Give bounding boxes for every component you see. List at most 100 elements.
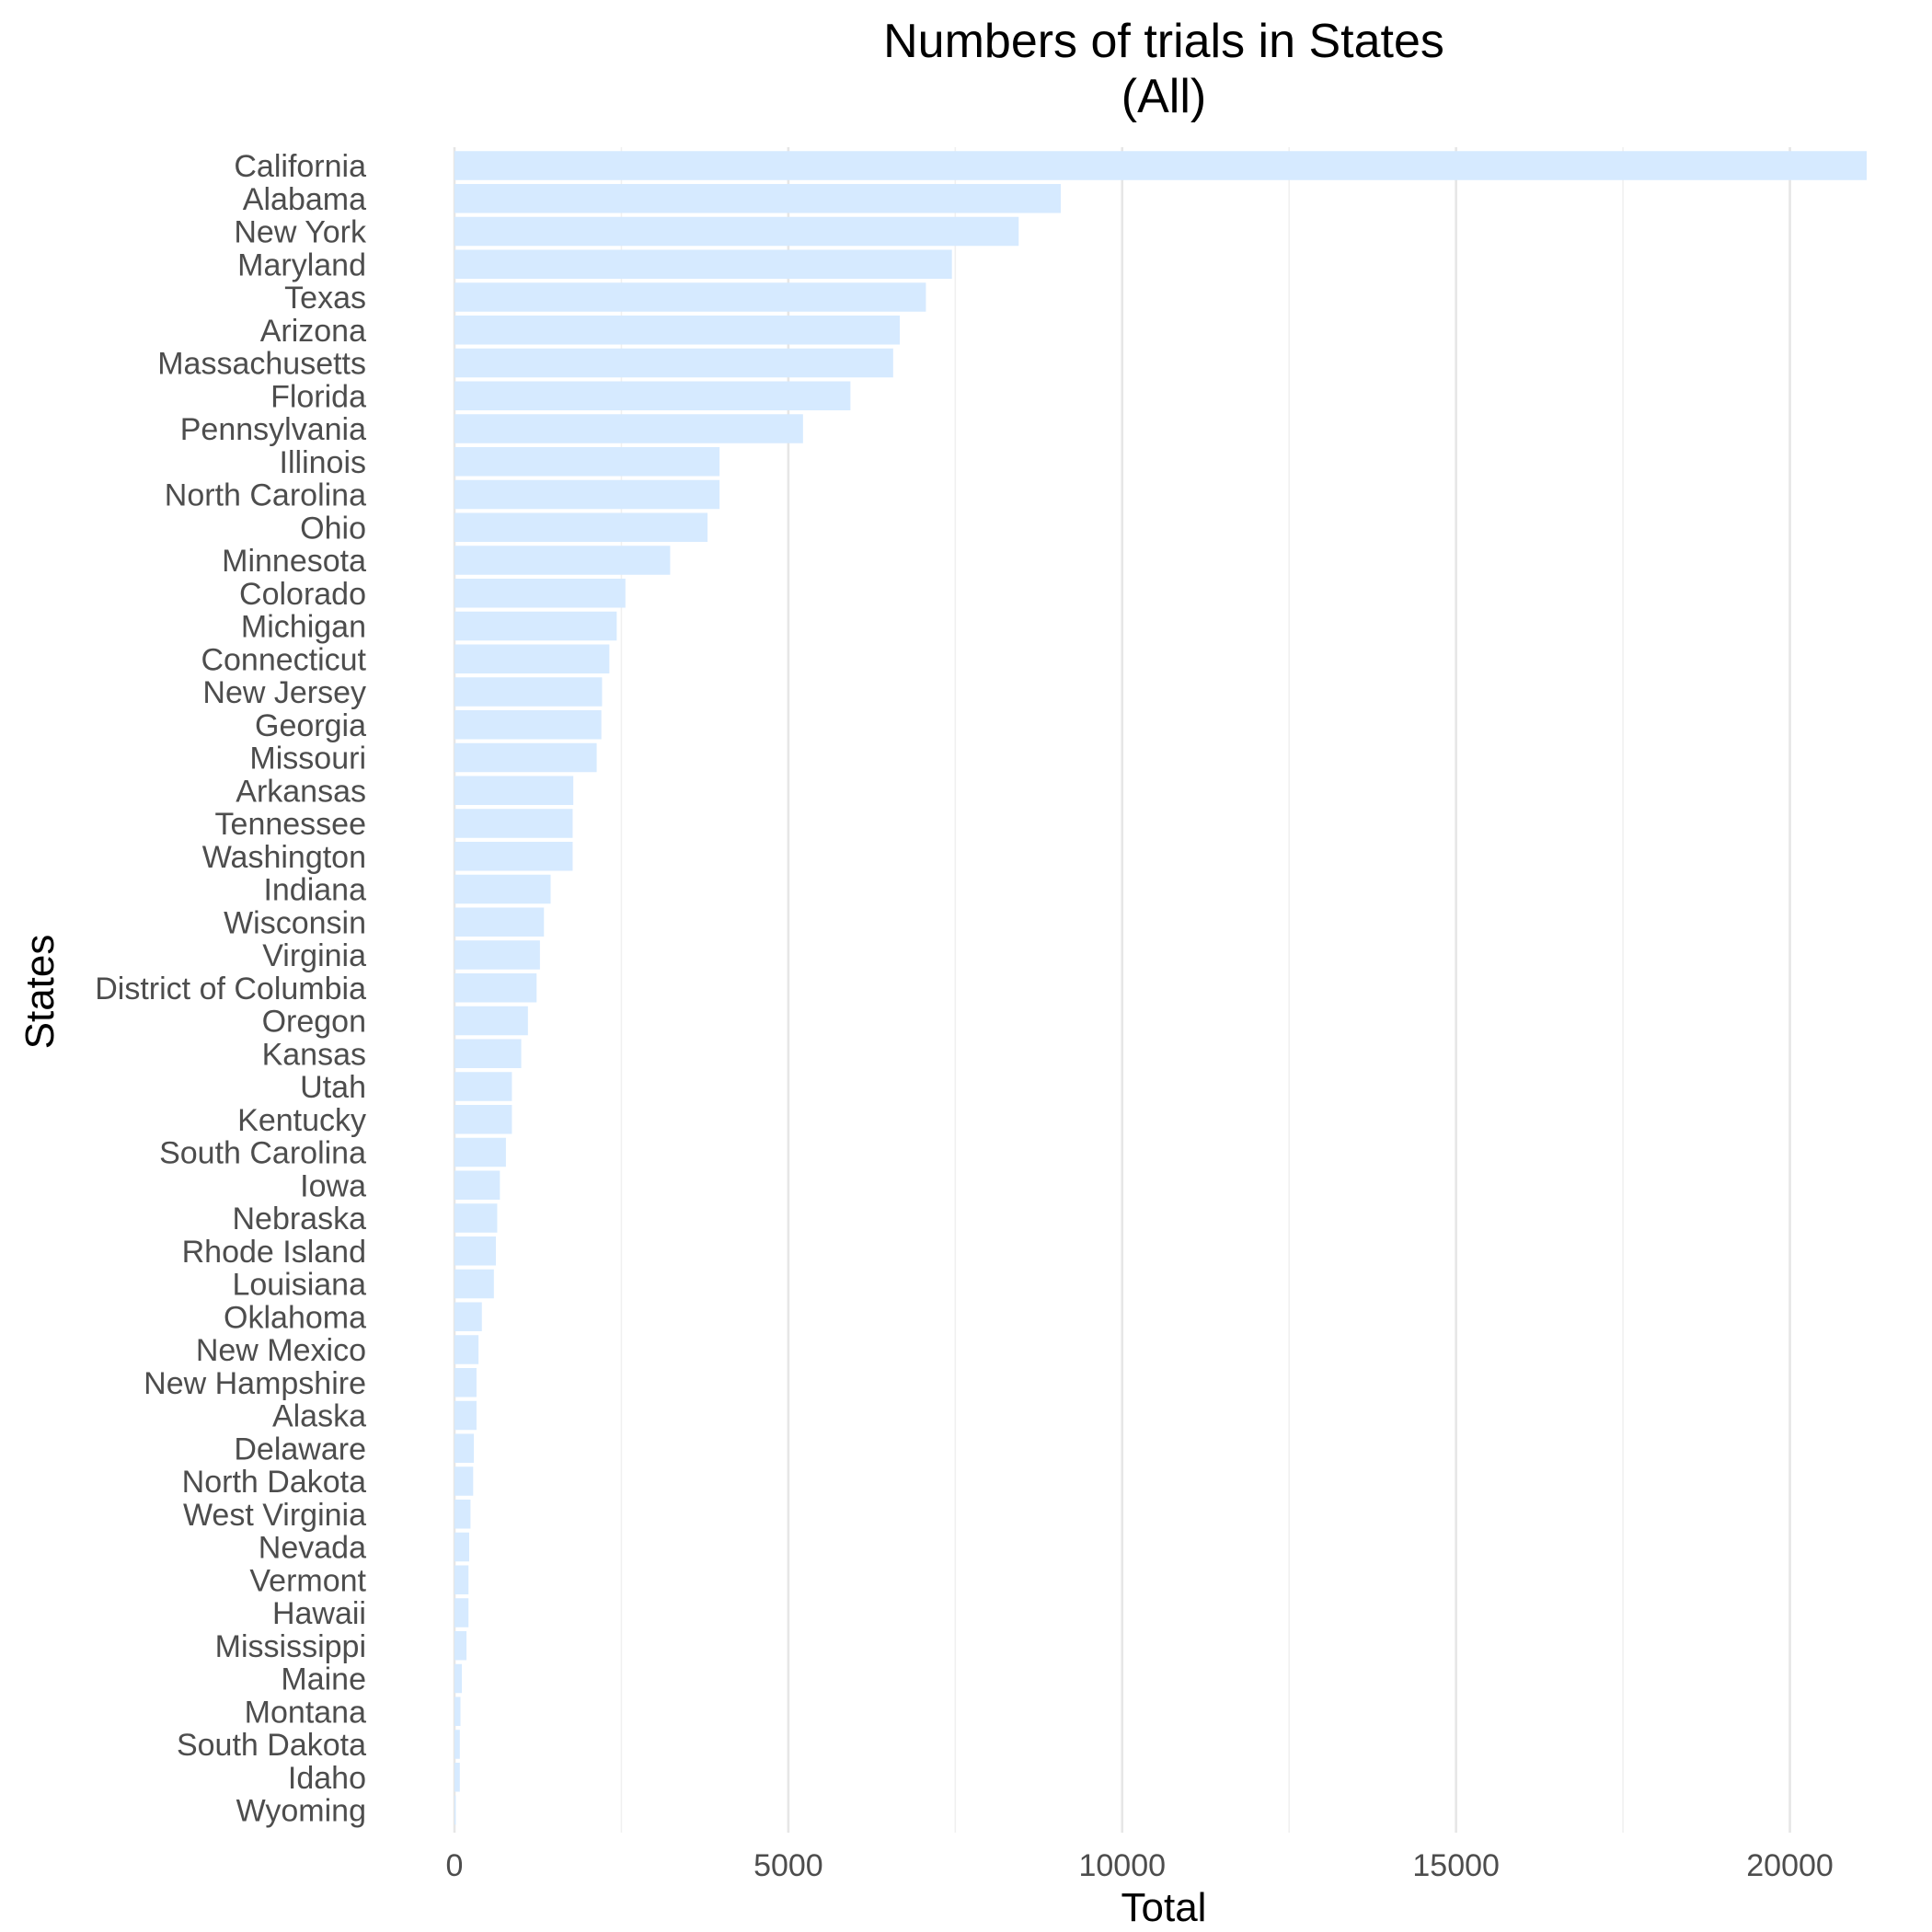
bar <box>454 1532 469 1562</box>
bar <box>454 1269 494 1299</box>
category-label: Texas <box>284 281 366 316</box>
bar <box>454 973 537 1003</box>
bar <box>454 1565 469 1594</box>
category-label: New York <box>234 215 367 250</box>
category-label: Alaska <box>272 1399 366 1434</box>
bar <box>454 677 603 707</box>
bar <box>454 348 893 378</box>
bar <box>454 611 617 641</box>
bar <box>454 316 901 345</box>
category-label: Mississippi <box>215 1629 366 1664</box>
category-label: New Jersey <box>202 675 366 710</box>
bar <box>454 1400 477 1431</box>
chart-subtitle: (All) <box>1121 70 1206 123</box>
category-label: Georgia <box>255 708 366 743</box>
bar <box>454 282 926 312</box>
category-label: Illinois <box>280 445 366 480</box>
bar <box>454 644 610 673</box>
category-label: Iowa <box>300 1168 366 1203</box>
bar <box>454 842 573 871</box>
x-tick-labels: 0 5000 10000 15000 20000 <box>446 1848 1834 1883</box>
category-label: New Mexico <box>196 1333 366 1368</box>
category-label: Maryland <box>237 247 366 282</box>
category-label: Arizona <box>260 314 366 349</box>
category-label: Maine <box>281 1662 366 1697</box>
category-label: Pennsylvania <box>180 412 366 447</box>
category-label: Nevada <box>259 1531 366 1566</box>
x-tick-label: 5000 <box>753 1848 823 1883</box>
bar <box>454 249 952 279</box>
bar <box>454 579 626 608</box>
bar <box>454 1730 460 1759</box>
category-label: South Carolina <box>159 1136 366 1171</box>
category-label: Indiana <box>263 873 366 908</box>
bar <box>454 1795 456 1825</box>
bar <box>454 1696 461 1726</box>
bar <box>454 776 574 805</box>
category-label: New Hampshire <box>144 1366 366 1401</box>
bar <box>454 1466 474 1496</box>
category-label: North Dakota <box>182 1465 366 1500</box>
category-label: Virginia <box>262 938 366 973</box>
bar <box>454 1302 482 1331</box>
bar <box>454 1039 522 1068</box>
bar <box>454 907 545 937</box>
bar <box>454 1763 460 1792</box>
bar <box>454 809 573 838</box>
category-label: Minnesota <box>222 544 366 579</box>
category-label: Delaware <box>234 1432 366 1466</box>
category-label: West Virginia <box>183 1498 366 1533</box>
bar <box>454 1433 475 1463</box>
category-label: Utah <box>300 1070 366 1105</box>
category-label: Louisiana <box>232 1268 366 1303</box>
category-label: Ohio <box>300 511 366 546</box>
category-label: Kentucky <box>237 1103 366 1138</box>
category-label: Missouri <box>249 742 366 776</box>
bar <box>454 710 602 740</box>
category-label: Michigan <box>241 610 366 645</box>
category-label: Hawaii <box>272 1596 366 1631</box>
bar <box>454 151 1867 180</box>
category-label: Vermont <box>249 1563 366 1598</box>
bar <box>454 1072 512 1101</box>
category-label: Kansas <box>262 1037 366 1072</box>
category-label: Tennessee <box>215 807 366 842</box>
bar <box>454 1598 469 1627</box>
bar <box>454 1663 462 1694</box>
bar <box>454 447 720 477</box>
bar <box>454 512 708 542</box>
x-axis-title: Total <box>1121 1885 1207 1930</box>
x-tick-label: 15000 <box>1412 1848 1500 1883</box>
x-tick-label: 10000 <box>1078 1848 1166 1883</box>
bar <box>454 184 1061 213</box>
bar <box>454 1236 496 1266</box>
category-label: Florida <box>270 379 366 414</box>
category-label: Wyoming <box>236 1794 366 1829</box>
bar <box>454 216 1019 247</box>
category-label: Nebraska <box>232 1202 366 1236</box>
bar <box>454 1006 528 1036</box>
x-tick-label: 20000 <box>1746 1848 1834 1883</box>
category-label: Oklahoma <box>224 1300 366 1335</box>
bar <box>454 742 597 773</box>
category-label: Montana <box>245 1695 366 1730</box>
bar <box>454 546 671 575</box>
category-label: Oregon <box>262 1005 366 1040</box>
x-tick-label: 0 <box>446 1848 464 1883</box>
bar <box>454 1500 471 1529</box>
category-label: Alabama <box>243 182 366 217</box>
bar <box>454 874 551 904</box>
category-label: District of Columbia <box>95 972 366 1006</box>
bar <box>454 381 851 410</box>
category-label: Connecticut <box>201 642 366 677</box>
bar <box>454 1105 512 1134</box>
bar <box>454 940 540 970</box>
category-label: Arkansas <box>236 774 366 809</box>
category-label: Washington <box>202 840 366 875</box>
bar <box>454 1137 506 1167</box>
category-label: North Carolina <box>165 478 366 513</box>
bar <box>454 1170 500 1200</box>
category-label: Colorado <box>239 577 366 612</box>
category-label: Idaho <box>288 1761 366 1796</box>
